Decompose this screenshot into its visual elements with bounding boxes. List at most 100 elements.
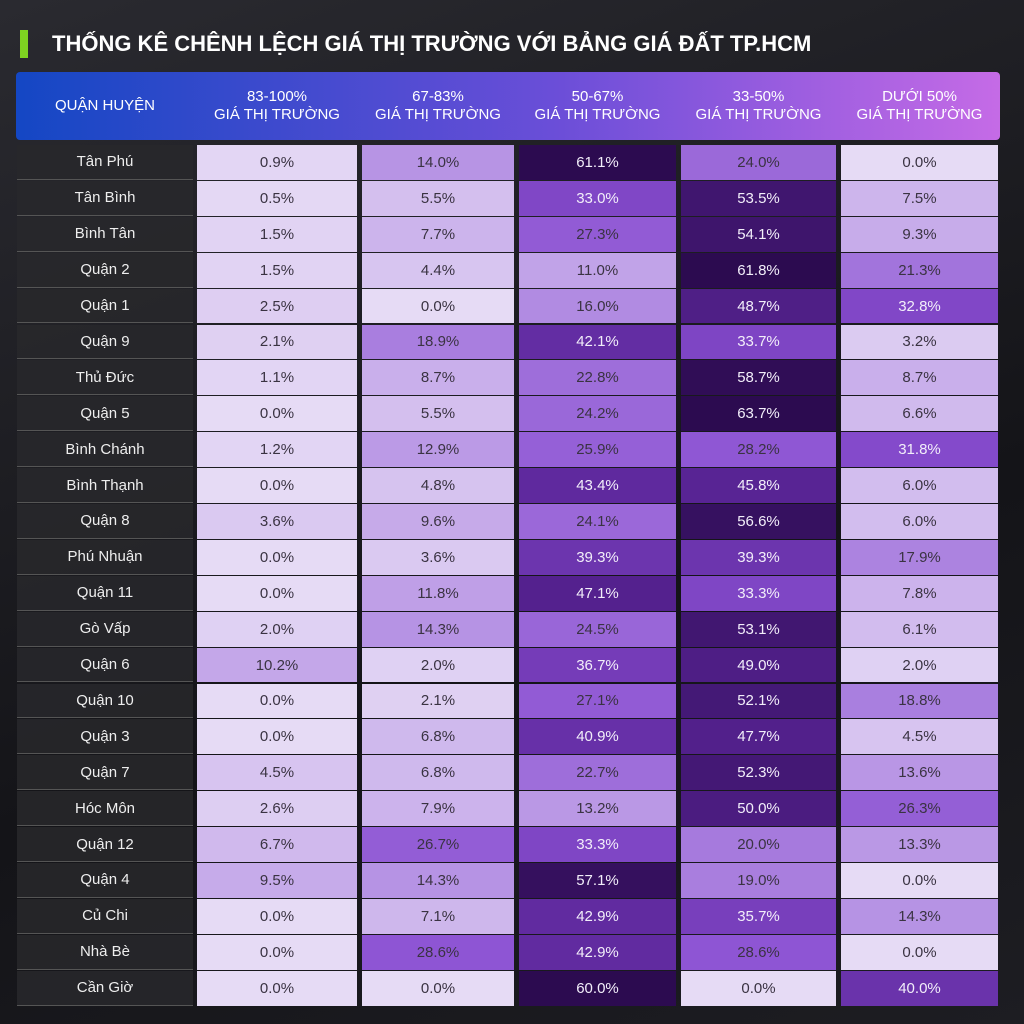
district-name: Quận 6 bbox=[17, 647, 193, 683]
percent-cell: 39.3% bbox=[681, 539, 836, 575]
percent-cell: 14.3% bbox=[362, 611, 514, 647]
percent-cell: 3.2% bbox=[841, 324, 998, 360]
percent-cell: 33.3% bbox=[681, 575, 836, 611]
percent-cell: 63.7% bbox=[681, 396, 836, 432]
percent-cell: 52.3% bbox=[681, 755, 836, 791]
percent-cell: 26.7% bbox=[362, 827, 514, 862]
percent-cell: 13.6% bbox=[841, 755, 998, 791]
percent-cell: 0.0% bbox=[681, 970, 836, 1006]
district-name: Quận 9 bbox=[17, 324, 193, 360]
header-line: GIÁ THỊ TRƯỜNG bbox=[695, 106, 822, 123]
percent-cell: 14.3% bbox=[841, 898, 998, 934]
district-name: Quận 8 bbox=[17, 504, 193, 539]
header-line: GIÁ THỊ TRƯỜNG bbox=[856, 106, 983, 123]
percent-cell: 53.1% bbox=[681, 611, 836, 647]
percent-cell: 0.0% bbox=[197, 468, 357, 503]
percent-cell: 27.1% bbox=[519, 683, 676, 719]
percent-cell: 42.9% bbox=[519, 934, 676, 970]
percent-cell: 35.7% bbox=[681, 898, 836, 934]
percent-cell: 28.2% bbox=[681, 432, 836, 468]
percent-cell: 20.0% bbox=[681, 827, 836, 862]
district-name: Bình Thạnh bbox=[17, 468, 193, 503]
percent-cell: 52.1% bbox=[681, 683, 836, 719]
title-accent bbox=[20, 30, 28, 58]
percent-cell: 0.0% bbox=[197, 970, 357, 1006]
percent-cell: 47.7% bbox=[681, 719, 836, 755]
percent-cell: 13.3% bbox=[841, 827, 998, 862]
district-name: Quận 12 bbox=[17, 827, 193, 862]
percent-cell: 53.5% bbox=[681, 180, 836, 216]
percent-cell: 4.5% bbox=[841, 719, 998, 755]
percent-cell: 14.0% bbox=[362, 145, 514, 180]
percent-cell: 6.0% bbox=[841, 504, 998, 539]
header-line: QUẬN HUYỆN bbox=[54, 97, 155, 114]
percent-cell: 45.8% bbox=[681, 468, 836, 503]
column-header: 67-83% GIÁ THỊ TRƯỜNG bbox=[362, 72, 514, 140]
district-name: Cần Giờ bbox=[17, 970, 193, 1006]
column-header: DƯỚI 50% GIÁ THỊ TRƯỜNG bbox=[841, 72, 998, 140]
percent-cell: 14.3% bbox=[362, 863, 514, 898]
percent-cell: 0.0% bbox=[841, 145, 998, 180]
percent-cell: 40.9% bbox=[519, 719, 676, 755]
percent-cell: 7.7% bbox=[362, 216, 514, 252]
percent-cell: 25.9% bbox=[519, 432, 676, 468]
percent-cell: 26.3% bbox=[841, 791, 998, 827]
percent-cell: 22.8% bbox=[519, 360, 676, 396]
percent-cell: 12.9% bbox=[362, 432, 514, 468]
percent-cell: 3.6% bbox=[362, 539, 514, 575]
percent-cell: 1.1% bbox=[197, 360, 357, 396]
percent-cell: 1.5% bbox=[197, 252, 357, 288]
percent-cell: 50.0% bbox=[681, 791, 836, 827]
percent-cell: 17.9% bbox=[841, 539, 998, 575]
percent-cell: 2.0% bbox=[362, 647, 514, 683]
title: THỐNG KÊ CHÊNH LỆCH GIÁ THỊ TRƯỜNG VỚI B… bbox=[52, 31, 812, 56]
district-name: Quận 3 bbox=[17, 719, 193, 755]
district-name: Quận 11 bbox=[17, 575, 193, 611]
percent-cell: 0.0% bbox=[841, 863, 998, 898]
column-header: 33-50% GIÁ THỊ TRƯỜNG bbox=[681, 72, 836, 140]
percent-cell: 9.3% bbox=[841, 216, 998, 252]
percent-cell: 0.0% bbox=[197, 396, 357, 432]
percent-cell: 13.2% bbox=[519, 791, 676, 827]
percent-cell: 0.0% bbox=[197, 539, 357, 575]
header-line: 33-50% bbox=[732, 88, 785, 105]
percent-cell: 11.8% bbox=[362, 575, 514, 611]
percent-cell: 24.1% bbox=[519, 504, 676, 539]
percent-cell: 61.1% bbox=[519, 145, 676, 180]
percent-cell: 0.5% bbox=[197, 180, 357, 216]
district-name: Quận 4 bbox=[17, 863, 193, 898]
percent-cell: 49.0% bbox=[681, 647, 836, 683]
district-name: Tân Phú bbox=[17, 145, 193, 180]
percent-cell: 6.7% bbox=[197, 827, 357, 862]
percent-cell: 5.5% bbox=[362, 396, 514, 432]
percent-cell: 16.0% bbox=[519, 288, 676, 324]
district-name: Quận 7 bbox=[17, 755, 193, 791]
percent-cell: 5.5% bbox=[362, 180, 514, 216]
percent-cell: 43.4% bbox=[519, 468, 676, 503]
percent-cell: 0.9% bbox=[197, 145, 357, 180]
percent-cell: 24.5% bbox=[519, 611, 676, 647]
percent-cell: 28.6% bbox=[362, 934, 514, 970]
percent-cell: 1.2% bbox=[197, 432, 357, 468]
percent-cell: 6.8% bbox=[362, 719, 514, 755]
district-name: Phú Nhuận bbox=[17, 539, 193, 575]
percent-cell: 57.1% bbox=[519, 863, 676, 898]
header-line: GIÁ THỊ TRƯỜNG bbox=[214, 106, 340, 123]
percent-cell: 40.0% bbox=[841, 970, 998, 1006]
percent-cell: 18.8% bbox=[841, 683, 998, 719]
percent-cell: 11.0% bbox=[519, 252, 676, 288]
percent-cell: 2.0% bbox=[197, 611, 357, 647]
percent-cell: 54.1% bbox=[681, 216, 836, 252]
percent-cell: 7.8% bbox=[841, 575, 998, 611]
percent-cell: 36.7% bbox=[519, 647, 676, 683]
percent-cell: 28.6% bbox=[681, 934, 836, 970]
district-name: Quận 10 bbox=[17, 683, 193, 719]
district-name: Hóc Môn bbox=[17, 791, 193, 827]
column-header: 83-100% GIÁ THỊ TRƯỜNG bbox=[197, 72, 357, 140]
percent-cell: 48.7% bbox=[681, 288, 836, 324]
district-name: Gò Vấp bbox=[17, 611, 193, 647]
percent-cell: 4.5% bbox=[197, 755, 357, 791]
header-line: GIÁ THỊ TRƯỜNG bbox=[375, 106, 501, 123]
percent-cell: 22.7% bbox=[519, 755, 676, 791]
